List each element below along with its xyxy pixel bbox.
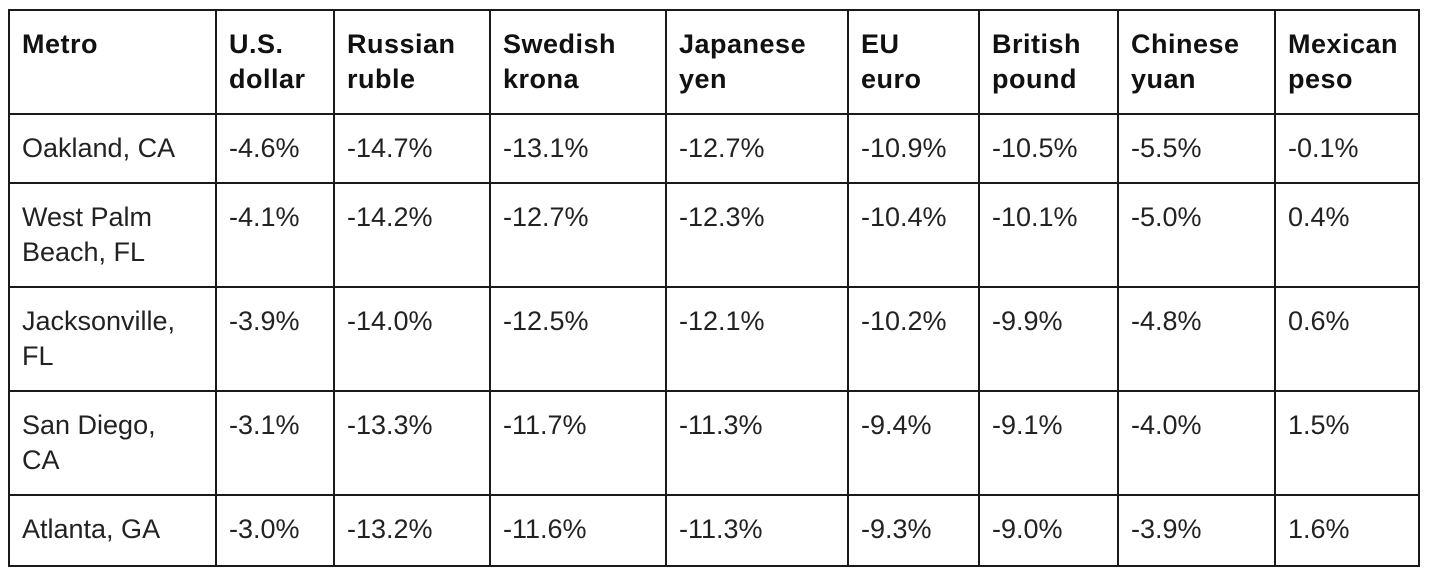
header-british-pound-line-2: pound [992,64,1077,94]
header-metro: Metro [8,9,217,115]
value-cell: -12.3% [665,182,849,288]
header-us-dollar-line-2: dollar [229,64,306,94]
value-cell: -13.2% [333,494,491,567]
value-cell: -14.2% [333,182,491,288]
header-russian-ruble-line-2: ruble [347,64,416,94]
metro-cell: Jacksonville, FL [8,286,217,392]
header-chinese-yuan: Chinese yuan [1117,9,1276,115]
value-cell: -4.8% [1117,286,1276,392]
metro-line-2: FL [22,341,54,371]
header-swedish-krona: Swedish krona [489,9,667,115]
table-row: Oakland, CA -4.6% -14.7% -13.1% -12.7% -… [8,113,1420,184]
header-chinese-yuan-line-1: Chinese [1131,29,1240,59]
value-cell: -4.6% [215,113,335,184]
value-cell: -13.3% [333,390,491,496]
metro-line-1: West Palm [22,202,153,232]
metro-cell: Oakland, CA [8,113,217,184]
value-cell: 0.4% [1274,182,1420,288]
value-cell: -4.1% [215,182,335,288]
metro-line-2: CA [22,445,60,475]
value-cell: -12.5% [489,286,667,392]
value-cell: -9.3% [847,494,980,567]
metro-line-1: Oakland, CA [22,133,176,163]
value-cell: -12.7% [489,182,667,288]
value-cell: -3.9% [215,286,335,392]
header-japanese-yen: Japanese yen [665,9,849,115]
metro-cell: San Diego, CA [8,390,217,496]
value-cell: -12.7% [665,113,849,184]
table-row: West Palm Beach, FL -4.1% -14.2% -12.7% -… [8,182,1420,288]
header-eu-euro-line-2: euro [861,64,922,94]
table-row: Jacksonville, FL -3.9% -14.0% -12.5% -12.… [8,286,1420,392]
value-cell: -3.9% [1117,494,1276,567]
value-cell: 1.6% [1274,494,1420,567]
header-russian-ruble-line-1: Russian [347,29,456,59]
header-eu-euro: EU euro [847,9,980,115]
header-swedish-krona-line-2: krona [503,64,580,94]
value-cell: 0.6% [1274,286,1420,392]
value-cell: -9.1% [978,390,1119,496]
table-row: San Diego, CA -3.1% -13.3% -11.7% -11.3% … [8,390,1420,496]
metro-line-1: San Diego, [22,410,156,440]
value-cell: -11.7% [489,390,667,496]
header-mexican-peso: Mexican peso [1274,9,1420,115]
header-russian-ruble: Russian ruble [333,9,491,115]
value-cell: -9.4% [847,390,980,496]
value-cell: -13.1% [489,113,667,184]
value-cell: -3.0% [215,494,335,567]
header-swedish-krona-line-1: Swedish [503,29,617,59]
value-cell: -14.7% [333,113,491,184]
value-cell: -10.1% [978,182,1119,288]
header-japanese-yen-line-1: Japanese [679,29,807,59]
value-cell: -3.1% [215,390,335,496]
value-cell: -10.9% [847,113,980,184]
header-metro-line-1: Metro [22,29,98,59]
value-cell: -9.9% [978,286,1119,392]
value-cell: -10.2% [847,286,980,392]
value-cell: -5.0% [1117,182,1276,288]
currency-table: Metro U.S. dollar Russian ruble Swedish kro… [8,9,1420,567]
metro-cell: Atlanta, GA [8,494,217,567]
metro-line-2: Beach, FL [22,237,146,267]
value-cell: -5.5% [1117,113,1276,184]
value-cell: -4.0% [1117,390,1276,496]
metro-line-1: Jacksonville, [22,306,176,336]
header-mexican-peso-line-1: Mexican [1288,29,1399,59]
header-british-pound: British pound [978,9,1119,115]
value-cell: -11.3% [665,494,849,567]
value-cell: -12.1% [665,286,849,392]
header-us-dollar: U.S. dollar [215,9,335,115]
table-row: Atlanta, GA -3.0% -13.2% -11.6% -11.3% -… [8,494,1420,567]
metro-cell: West Palm Beach, FL [8,182,217,288]
value-cell: -0.1% [1274,113,1420,184]
value-cell: -10.5% [978,113,1119,184]
header-japanese-yen-line-2: yen [679,64,728,94]
value-cell: -10.4% [847,182,980,288]
header-eu-euro-line-1: EU [861,29,900,59]
header-british-pound-line-1: British [992,29,1082,59]
value-cell: -9.0% [978,494,1119,567]
value-cell: 1.5% [1274,390,1420,496]
header-chinese-yuan-line-2: yuan [1131,64,1197,94]
metro-line-1: Atlanta, GA [22,514,161,544]
header-row: Metro U.S. dollar Russian ruble Swedish kro… [8,9,1420,115]
value-cell: -11.3% [665,390,849,496]
header-us-dollar-line-1: U.S. [229,29,284,59]
value-cell: -11.6% [489,494,667,567]
header-mexican-peso-line-2: peso [1288,64,1354,94]
value-cell: -14.0% [333,286,491,392]
